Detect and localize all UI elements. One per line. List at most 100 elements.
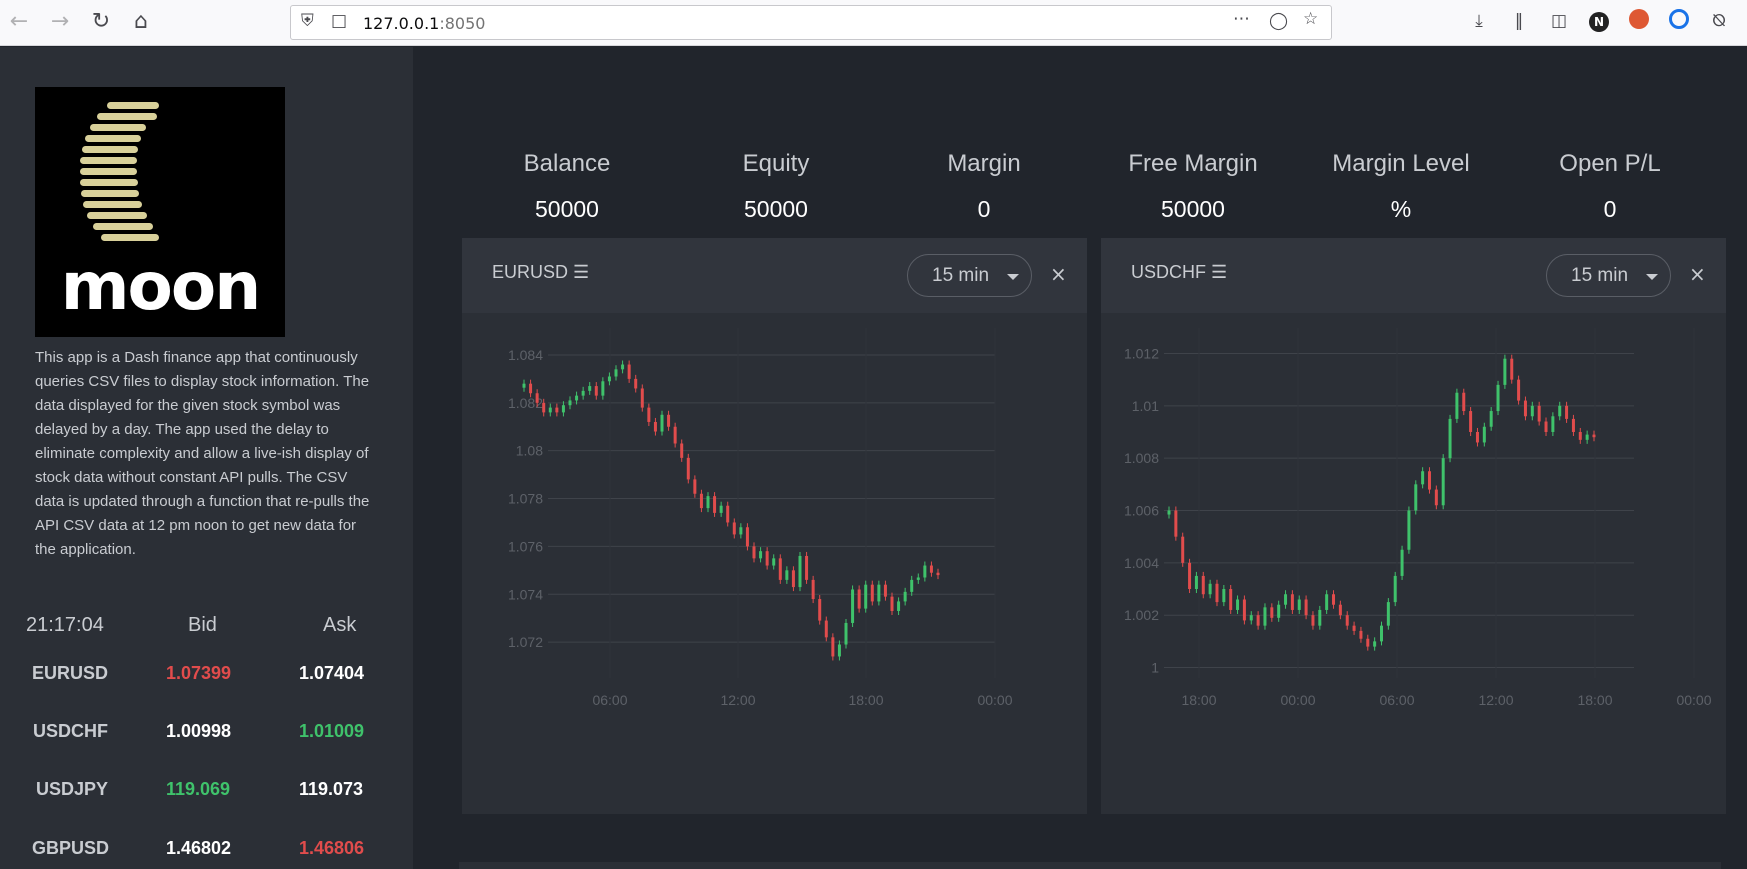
candle[interactable]: [929, 561, 933, 577]
candle[interactable]: [568, 396, 572, 410]
download-icon[interactable]: ⤓: [1475, 11, 1483, 31]
back-icon[interactable]: ←: [9, 9, 29, 34]
candle[interactable]: [693, 475, 697, 498]
candle[interactable]: [640, 384, 644, 412]
candle[interactable]: [1393, 571, 1397, 607]
candle[interactable]: [522, 379, 526, 392]
candle[interactable]: [1167, 506, 1171, 519]
candle[interactable]: [726, 501, 730, 527]
candle[interactable]: [1359, 626, 1363, 643]
candle[interactable]: [1304, 595, 1308, 620]
timeframe-dropdown[interactable]: 15 min: [1546, 254, 1671, 297]
candle[interactable]: [1523, 396, 1527, 421]
quote-row-usdchf[interactable]: USDCHF 1.00998 1.01009: [0, 721, 413, 751]
candle[interactable]: [647, 403, 651, 426]
candle[interactable]: [1592, 430, 1596, 442]
candle[interactable]: [745, 523, 749, 551]
extension-duck-icon[interactable]: [1627, 9, 1651, 33]
candle[interactable]: [1332, 590, 1336, 609]
candle[interactable]: [621, 360, 625, 374]
candle[interactable]: [759, 547, 763, 563]
candle[interactable]: [601, 377, 605, 400]
close-panel-button[interactable]: ×: [1050, 262, 1067, 286]
candle[interactable]: [1434, 485, 1438, 510]
candle[interactable]: [1297, 595, 1301, 614]
candle[interactable]: [1530, 401, 1534, 421]
more-icon[interactable]: ⋯: [1233, 9, 1250, 29]
candle[interactable]: [897, 597, 901, 616]
candle[interactable]: [607, 372, 611, 386]
candle[interactable]: [805, 551, 809, 584]
candle[interactable]: [1277, 600, 1281, 622]
candle[interactable]: [765, 547, 769, 570]
extension-n-icon[interactable]: N: [1587, 9, 1611, 33]
candle[interactable]: [699, 489, 703, 513]
candle[interactable]: [542, 398, 546, 417]
candle[interactable]: [1475, 427, 1479, 447]
candle[interactable]: [535, 389, 539, 407]
quote-row-eurusd[interactable]: EURUSD 1.07399 1.07404: [0, 663, 413, 693]
candle[interactable]: [1284, 590, 1288, 609]
home-icon[interactable]: ⌂: [134, 9, 148, 34]
candle[interactable]: [614, 365, 618, 381]
timeframe-dropdown[interactable]: 15 min: [907, 254, 1032, 297]
pocket-icon[interactable]: ◯: [1269, 11, 1289, 31]
library-icon[interactable]: ‖: [1514, 11, 1524, 31]
candle[interactable]: [653, 417, 657, 436]
candle[interactable]: [851, 585, 855, 627]
candle[interactable]: [1585, 430, 1589, 444]
candle[interactable]: [1201, 571, 1205, 599]
candle[interactable]: [594, 382, 598, 400]
candle[interactable]: [1256, 611, 1260, 630]
candle[interactable]: [936, 568, 940, 580]
candle[interactable]: [798, 551, 802, 592]
close-panel-button[interactable]: ×: [1689, 262, 1706, 286]
sidebar-icon[interactable]: ◫: [1550, 11, 1568, 31]
star-icon[interactable]: ☆: [1303, 9, 1319, 29]
candle[interactable]: [1325, 590, 1329, 614]
candle[interactable]: [1366, 634, 1370, 651]
candle[interactable]: [732, 518, 736, 539]
candle[interactable]: [673, 422, 677, 448]
candle[interactable]: [1482, 422, 1486, 447]
candle[interactable]: [1469, 407, 1473, 437]
candle[interactable]: [864, 580, 868, 613]
candle[interactable]: [706, 492, 710, 513]
candle[interactable]: [581, 386, 585, 400]
candle[interactable]: [1551, 412, 1555, 437]
candle[interactable]: [883, 580, 887, 601]
url-bar[interactable]: ⛨ □ 127.0.0.1:8050 ⋯ ◯ ☆: [290, 5, 1332, 40]
candle[interactable]: [634, 374, 638, 393]
url-text[interactable]: 127.0.0.1:8050: [363, 14, 485, 33]
candle[interactable]: [1188, 558, 1192, 594]
candle[interactable]: [1270, 603, 1274, 622]
candle[interactable]: [680, 439, 684, 462]
candle[interactable]: [627, 360, 631, 383]
candle[interactable]: [1236, 595, 1240, 614]
shield-icon[interactable]: ⛨: [301, 11, 314, 31]
candle[interactable]: [1517, 375, 1521, 405]
candle[interactable]: [548, 403, 552, 417]
candle[interactable]: [1338, 600, 1342, 620]
candle[interactable]: [1421, 467, 1425, 489]
candle[interactable]: [791, 566, 795, 592]
candle[interactable]: [529, 379, 533, 398]
candle[interactable]: [1194, 571, 1198, 594]
candle[interactable]: [1496, 380, 1500, 416]
candle[interactable]: [575, 391, 579, 405]
candle[interactable]: [1400, 545, 1404, 580]
candle[interactable]: [1503, 354, 1507, 389]
page-icon[interactable]: □: [331, 11, 348, 31]
candle[interactable]: [1414, 480, 1418, 515]
candle[interactable]: [1290, 590, 1294, 614]
candle[interactable]: [739, 523, 743, 539]
candle[interactable]: [1448, 414, 1452, 463]
candle[interactable]: [555, 403, 559, 417]
candle[interactable]: [1441, 454, 1445, 510]
candle[interactable]: [1455, 388, 1459, 423]
candle[interactable]: [1311, 611, 1315, 630]
candle[interactable]: [1208, 579, 1212, 599]
candle[interactable]: [857, 585, 861, 613]
candle[interactable]: [890, 592, 894, 616]
candle[interactable]: [831, 633, 835, 661]
